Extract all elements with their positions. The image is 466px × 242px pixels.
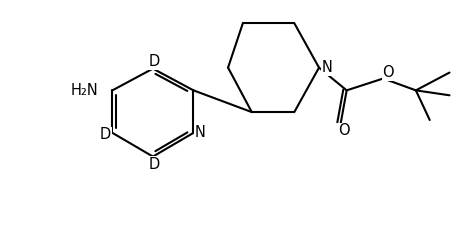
Text: D: D	[148, 54, 159, 69]
Text: H₂N: H₂N	[71, 83, 99, 98]
Text: D: D	[148, 157, 159, 172]
Text: N: N	[322, 60, 332, 75]
Text: N: N	[195, 125, 206, 140]
Text: O: O	[338, 123, 350, 138]
Text: D: D	[100, 127, 111, 142]
Text: O: O	[383, 65, 394, 80]
